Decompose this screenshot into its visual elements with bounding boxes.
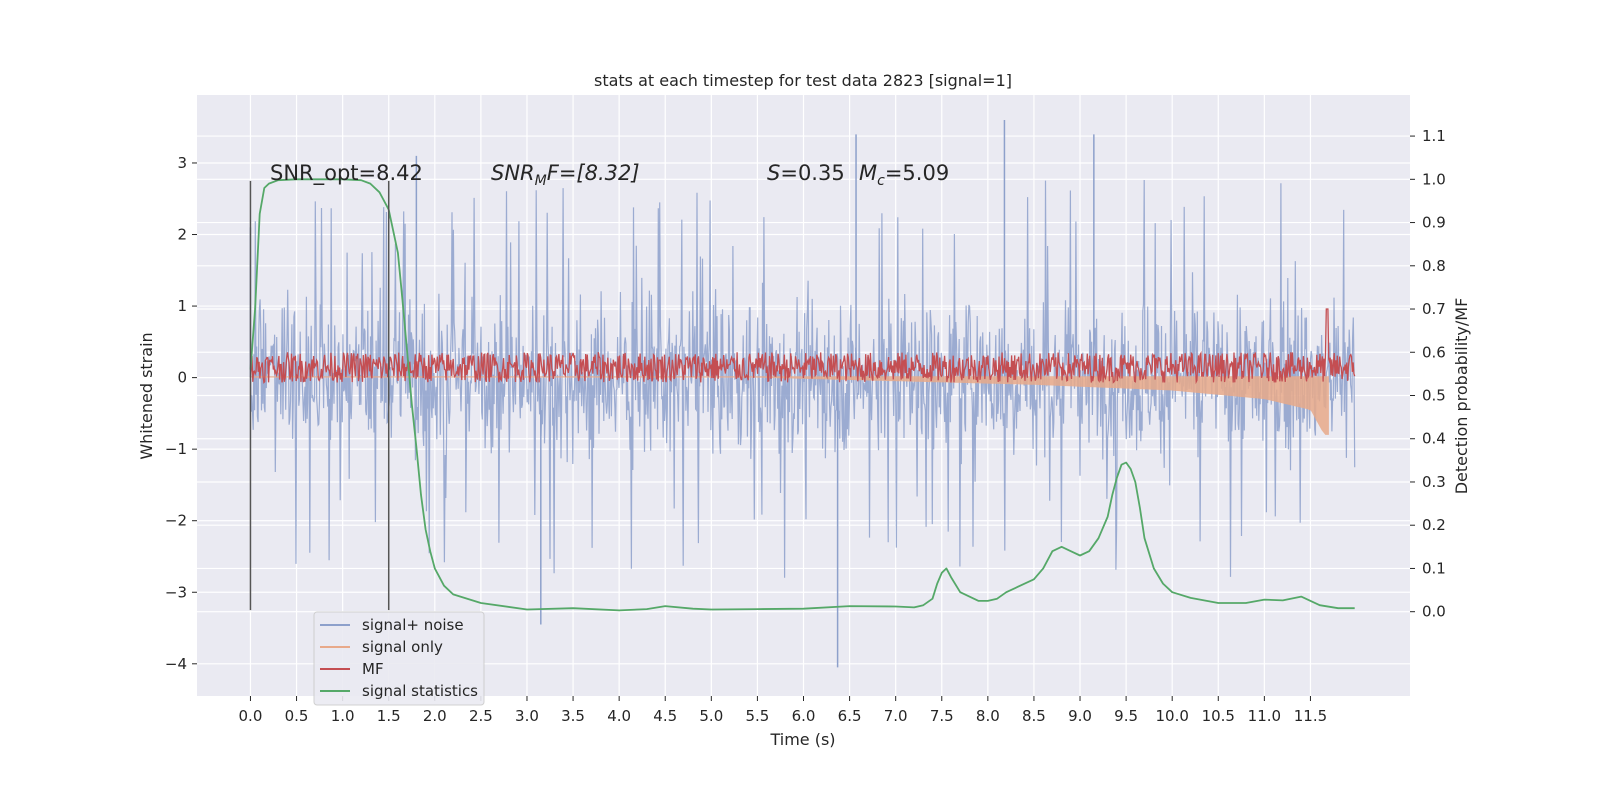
y-left-tick-label: −2 (165, 512, 187, 530)
annotation-snr-opt: SNR_opt=8.42 (270, 161, 423, 186)
annotation-snr-mf-sub: M (535, 173, 547, 189)
annotation-mc: Mc=5.09 (859, 161, 949, 189)
y-left-tick-label: 2 (177, 226, 187, 244)
x-tick-label: 8.5 (1022, 707, 1046, 725)
series-signal-noise (249, 120, 1356, 668)
annotation-snr-mf: SNRMF=[8.32] (491, 161, 640, 189)
x-tick-label: 4.0 (607, 707, 631, 725)
y-right-tick-label: 0.1 (1422, 559, 1446, 577)
series-mf (249, 308, 1356, 385)
y-right-tick-label: 0.7 (1422, 300, 1446, 318)
x-tick-label: 5.0 (699, 707, 723, 725)
y-left-tick-label: 0 (177, 369, 187, 387)
legend-label-signal-noise: signal+ noise (362, 616, 464, 634)
legend: signal+ noise signal only MF signal stat… (313, 611, 485, 706)
area-signal-only (250, 376, 1329, 435)
x-tick-label: 1.5 (377, 707, 401, 725)
x-tick-label: 5.5 (745, 707, 769, 725)
x-tick-label: 7.0 (884, 707, 908, 725)
annotation-s-label: S (767, 161, 780, 185)
chart-title: stats at each timestep for test data 282… (594, 71, 1012, 90)
x-tick-label: 7.5 (930, 707, 954, 725)
legend-label-mf: MF (362, 660, 384, 678)
series-signal-only (250, 376, 1329, 435)
line-signal-statistics (249, 178, 1355, 612)
y-right-tick-label: 0.0 (1422, 603, 1446, 621)
x-tick-label: 0.0 (239, 707, 263, 725)
x-tick-label: 6.5 (838, 707, 862, 725)
annotation-s-value: =0.35 (780, 161, 844, 185)
annotation-snr-mf-label: SNR (491, 161, 535, 185)
x-tick-label: 6.0 (792, 707, 816, 725)
x-tick-label: 10.0 (1155, 707, 1188, 725)
x-tick-label: 2.0 (423, 707, 447, 725)
x-tick-label: 4.5 (653, 707, 677, 725)
y-right-tick-label: 0.5 (1422, 387, 1446, 405)
legend-label-signal-statistics: signal statistics (362, 682, 478, 700)
x-tick-label: 9.0 (1068, 707, 1092, 725)
x-tick-labels: 0.0 0.5 1.0 1.5 2.0 2.5 3.0 3.5 4.0 4.5 5.0 5.5 6.0 6… (239, 696, 1327, 725)
y-right-tick-label: 0.4 (1422, 430, 1446, 448)
x-tick-label: 11.0 (1248, 707, 1281, 725)
x-tick-label: 10.5 (1202, 707, 1235, 725)
x-tick-label: 11.5 (1294, 707, 1327, 725)
y-right-tick-label: 1.0 (1422, 170, 1446, 188)
x-tick-label: 0.5 (285, 707, 309, 725)
y-left-tick-label: 3 (177, 154, 187, 172)
y-right-tick-label: 0.8 (1422, 257, 1446, 275)
legend-label-signal-only: signal only (362, 638, 443, 656)
annotation-mc-label: M (859, 161, 877, 185)
y-left-tick-label: 1 (177, 297, 187, 315)
x-tick-label: 3.5 (561, 707, 585, 725)
y-left-tick-label: −1 (165, 440, 187, 458)
x-tick-label: 2.5 (469, 707, 493, 725)
x-axis-label: Time (s) (769, 730, 835, 749)
y-axis-right-label: Detection probability/MF (1452, 298, 1471, 495)
annotation-mc-sub: c (877, 173, 885, 189)
y-right-tick-label: 0.3 (1422, 473, 1446, 491)
y-right-tick-label: 1.1 (1422, 127, 1446, 145)
y-right-tick-label: 0.9 (1422, 214, 1446, 232)
x-tick-label: 8.0 (976, 707, 1000, 725)
y-axis-left-label: Whitened strain (137, 332, 156, 459)
x-tick-label: 1.0 (331, 707, 355, 725)
line-mf (249, 308, 1356, 385)
x-tick-label: 9.5 (1114, 707, 1138, 725)
y-right-tick-label: 0.6 (1422, 343, 1446, 361)
annotation-s: S=0.35 (767, 161, 845, 185)
y-right-tick-label: 0.2 (1422, 516, 1446, 534)
legend-box (313, 611, 485, 706)
series-signal-statistics (249, 178, 1355, 612)
annotation-mc-value: =5.09 (885, 161, 949, 185)
y-left-tick-label: −3 (165, 583, 187, 601)
line-signal-noise (249, 179, 1356, 578)
y-left-tick-label: −4 (165, 655, 187, 673)
y-left-tick-labels: 3 2 1 0 −1 −2 −3 −4 (165, 154, 197, 673)
y-right-tick-labels: 1.1 1.0 0.9 0.8 0.7 0.6 0.5 0.4 0.3 0.2 0.1 0.0 (1410, 127, 1446, 621)
vertical-markers (249, 180, 390, 611)
annotation-snr-mf-rest: F=[8.32] (547, 161, 640, 185)
x-tick-label: 3.0 (515, 707, 539, 725)
